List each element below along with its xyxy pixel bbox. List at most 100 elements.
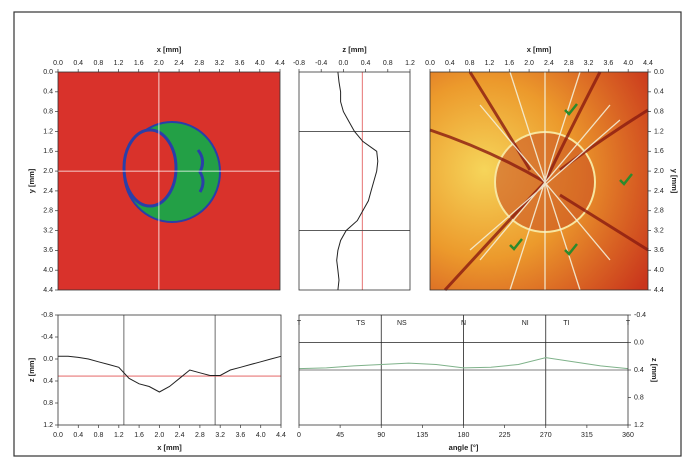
y-axis-label: z [mm] [27,357,36,382]
x-axis-label: z [mm] [342,45,367,54]
x-tick-label: 45 [336,432,344,439]
x-tick-label: 3.2 [215,432,225,439]
sector-label: T [626,320,631,327]
x-tick-label: 4.0 [255,60,265,67]
x-tick-label: 315 [581,432,593,439]
x-tick-label: 2.4 [174,60,184,67]
y-tick-label: 3.6 [654,247,664,254]
x-axis-label: x [mm] [157,443,182,452]
x-tick-label: 225 [499,432,511,439]
y-tick-label: 2.8 [654,208,664,215]
x-tick-label: 1.2 [114,60,124,67]
y-tick-label: 1.6 [654,148,664,155]
sector-label: TI [563,320,569,327]
y-tick-label: 4.4 [43,287,53,294]
x-tick-label: 4.0 [623,60,633,67]
sector-label: NS [397,320,407,327]
x-tick-label: 90 [377,432,385,439]
y-tick-label: 1.6 [43,148,53,155]
y-tick-label: 0.0 [654,69,664,76]
x-tick-label: 3.2 [584,60,594,67]
y-tick-label: 0.4 [43,378,53,385]
y-tick-label: 0.8 [654,108,664,115]
x-tick-label: 1.2 [405,60,415,67]
x-tick-label: 0.8 [93,60,103,67]
y-tick-label: 0.0 [43,356,53,363]
y-tick-label: 2.4 [43,188,53,195]
x-tick-label: 360 [622,432,634,439]
x-tick-label: 0.8 [94,432,104,439]
y-axis-label: y [mm] [670,169,679,194]
x-tick-label: 1.2 [114,432,124,439]
x-tick-label: 2.0 [154,432,164,439]
x-tick-label: 0.8 [383,60,393,67]
x-tick-label: -0.4 [315,60,327,67]
x-tick-label: -0.8 [293,60,305,67]
x-tick-label: 2.0 [154,60,164,67]
x-tick-label: 1.6 [134,60,144,67]
y-tick-label: 2.8 [43,208,53,215]
x-tick-label: 0.0 [53,60,63,67]
x-axis-label: x [mm] [157,45,182,54]
y-tick-label: -0.4 [41,334,53,341]
x-tick-label: 2.8 [194,60,204,67]
y-tick-label: 0.4 [654,89,664,96]
y-tick-label: 0.4 [43,89,53,96]
x-tick-label: 0.4 [73,432,83,439]
y-tick-label: 4.4 [654,287,664,294]
y-tick-label: 0.8 [43,108,53,115]
plot-area [58,315,281,425]
y-tick-label: 0.4 [634,367,644,374]
y-tick-label: 0.0 [634,339,644,346]
x-tick-label: 0.4 [73,60,83,67]
x-tick-label: 4.0 [256,432,266,439]
sector-label: TS [356,320,365,327]
y-tick-label: -0.4 [634,312,646,319]
x-tick-label: 2.8 [195,432,205,439]
y-tick-label: 2.4 [654,188,664,195]
x-tick-label: 270 [540,432,552,439]
x-tick-label: 2.4 [175,432,185,439]
x-axis-label: angle [°] [449,443,479,452]
x-tick-label: 4.4 [643,60,653,67]
y-axis-label: y [mm] [27,168,36,193]
x-tick-label: 0.0 [339,60,349,67]
y-tick-label: 2.0 [654,168,664,175]
y-tick-label: 1.2 [43,128,53,135]
y-tick-label: 3.2 [654,227,664,234]
x-tick-label: 3.6 [603,60,613,67]
x-tick-label: 2.0 [524,60,534,67]
plot-area [299,72,410,290]
x-tick-label: 0 [297,432,301,439]
y-tick-label: 0.8 [43,400,53,407]
x-tick-label: 0.0 [53,432,63,439]
y-tick-label: 0.0 [43,69,53,76]
y-tick-label: 0.8 [634,394,644,401]
y-tick-label: 1.2 [43,422,53,429]
x-axis-label: x [mm] [527,45,552,54]
x-tick-label: 0.8 [465,60,475,67]
y-tick-label: 4.0 [654,267,664,274]
y-tick-label: 1.2 [654,128,664,135]
x-tick-label: 4.4 [275,60,285,67]
fundus-image [430,72,648,290]
x-tick-label: 0.4 [445,60,455,67]
figure: 0.0 0.4 0.8 1.2 1.6 2.0 2.4 2.8 3.2 3.6 4.0 4.4 x [m… [0,0,696,468]
y-tick-label: 1.2 [634,422,644,429]
y-tick-label: 4.0 [43,267,53,274]
x-tick-label: 1.6 [134,432,144,439]
x-tick-label: 3.6 [235,60,245,67]
sector-label: N [461,320,466,327]
x-tick-label: 135 [417,432,429,439]
y-tick-label: 2.0 [43,168,53,175]
x-tick-label: 0.0 [425,60,435,67]
x-tick-label: 1.6 [504,60,514,67]
y-axis-label: z [mm] [650,358,659,383]
x-tick-label: 1.2 [485,60,495,67]
x-tick-label: 3.2 [215,60,225,67]
y-tick-label: 3.2 [43,227,53,234]
y-tick-label: 3.6 [43,247,53,254]
sector-label: NI [522,320,529,327]
sector-label: T [297,320,302,327]
y-tick-label: -0.8 [41,312,53,319]
